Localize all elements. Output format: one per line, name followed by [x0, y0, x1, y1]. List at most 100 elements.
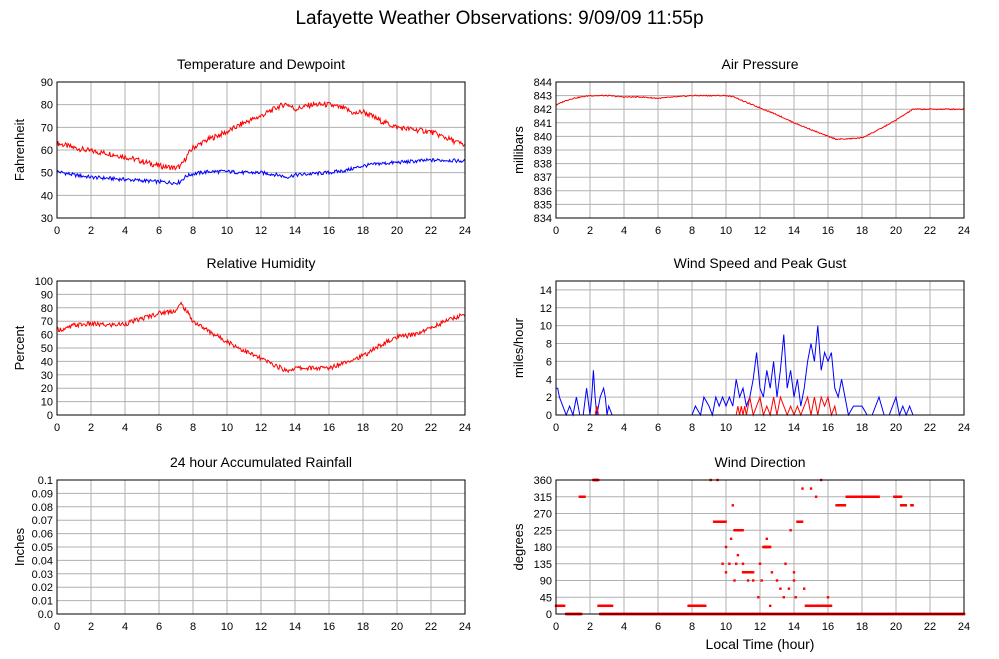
wind-direction-point	[736, 553, 740, 557]
wind-direction-point	[724, 520, 727, 523]
wind-speed-y-tick-label: 12	[540, 303, 552, 315]
temperature-x-tick-label: 24	[459, 225, 471, 237]
wind-direction-x-axis-label: Local Time (hour)	[706, 636, 815, 652]
wind-direction-y-tick-label: 45	[540, 592, 552, 604]
humidity-plot-frame	[56, 280, 466, 416]
wind-direction-point	[724, 545, 728, 549]
rainfall-x-tick-label: 24	[459, 621, 471, 633]
wind-direction-point	[701, 604, 704, 608]
rainfall-y-tick-label: 0.09	[32, 488, 53, 500]
wind-direction-y-tick-label: 90	[540, 576, 552, 588]
wind-speed-x-tick-label: 22	[924, 422, 936, 434]
wind-direction-point	[775, 579, 779, 582]
wind-direction-point	[741, 562, 745, 565]
wind-direction-x-tick-label: 8	[689, 621, 695, 633]
pressure-x-tick-label: 20	[890, 225, 902, 237]
temperature-y-tick-label: 70	[41, 122, 53, 134]
wind-direction-point	[746, 579, 750, 582]
temperature-y-tick-label: 50	[41, 168, 53, 180]
pressure-y-tick-label: 834	[534, 213, 552, 225]
humidity-chart: 0 2 4 6 8 10 12 14 16 18 20 22 240102030405060708090…	[12, 255, 471, 434]
wind-direction-x-tick-label: 24	[958, 621, 970, 633]
temperature-x-tick-label: 14	[289, 225, 301, 237]
pressure-x-tick-label: 16	[822, 225, 834, 237]
temperature-plot-frame	[56, 81, 466, 219]
rainfall-x-tick-label: 8	[190, 621, 196, 633]
wind-speed-y-tick-label: 14	[540, 285, 552, 297]
rainfall-y-tick-label: 0.02	[32, 582, 53, 594]
humidity-y-tick-label: 30	[41, 370, 53, 382]
wind-direction-x-tick-label: 12	[754, 621, 766, 633]
wind-direction-point	[757, 596, 760, 599]
rainfall-x-tick-label: 0	[54, 621, 60, 633]
pressure-y-tick-label: 837	[534, 172, 552, 184]
wind-direction-point	[583, 495, 586, 498]
wind-speed-y-tick-label: 0	[546, 410, 552, 422]
wind-direction-x-tick-label: 20	[890, 621, 902, 633]
rainfall-x-tick-label: 20	[391, 621, 403, 633]
pressure-y-axis-label: millibars	[511, 126, 526, 174]
wind-direction-y-tick-label: 180	[534, 542, 552, 554]
humidity-x-tick-label: 10	[221, 422, 233, 434]
wind-direction-x-tick-label: 4	[621, 621, 627, 633]
wind-direction-point	[809, 487, 813, 490]
wind-speed-plot-frame	[555, 280, 965, 416]
temperature-title: Temperature and Dewpoint	[177, 56, 345, 72]
humidity-y-tick-label: 70	[41, 316, 53, 328]
rainfall-y-tick-label: 0.01	[32, 596, 53, 608]
wind-speed-x-tick-label: 2	[587, 422, 593, 434]
wind-direction-point	[733, 579, 736, 582]
pressure-x-tick-label: 24	[958, 225, 970, 237]
wind-direction-point	[765, 537, 768, 541]
wind-speed-x-tick-label: 14	[788, 422, 800, 434]
wind-direction-point	[690, 604, 694, 608]
humidity-series-line	[56, 301, 466, 374]
humidity-x-tick-label: 14	[289, 422, 301, 434]
wind-direction-x-tick-label: 18	[856, 621, 868, 633]
temperature-y-axis-label: Fahrenheit	[12, 119, 27, 182]
humidity-title: Relative Humidity	[207, 255, 316, 271]
pressure-x-tick-label: 4	[621, 225, 627, 237]
wind-direction-point	[724, 571, 728, 574]
wind-direction-point	[760, 579, 763, 582]
wind-direction-y-tick-label: 0	[546, 609, 552, 621]
humidity-x-tick-label: 20	[391, 422, 403, 434]
wind-direction-point	[843, 504, 847, 507]
rainfall-y-tick-label: 0.06	[32, 529, 53, 541]
rainfall-chart: 0 2 4 6 8 10 12 14 16 18 20 22 240.00.010.020.030.04…	[12, 454, 471, 633]
wind-direction-point	[904, 504, 908, 507]
humidity-y-tick-label: 80	[41, 303, 53, 315]
rainfall-x-tick-label: 12	[255, 621, 267, 633]
main-title: Lafayette Weather Observations: 9/09/09 …	[295, 8, 704, 29]
wind-direction-point	[752, 579, 755, 582]
humidity-y-tick-label: 90	[41, 289, 53, 301]
wind-direction-point	[911, 504, 914, 507]
temperature-y-tick-label: 90	[41, 77, 53, 89]
wind-direction-point	[721, 562, 724, 565]
wind-direction-x-tick-label: 14	[788, 621, 800, 633]
wind-direction-y-tick-label: 270	[534, 509, 552, 521]
pressure-x-tick-label: 10	[720, 225, 732, 237]
wind-direction-chart: 0 2 4 6 8 10 12 14 16 18 20 22 240459013518022527031…	[511, 454, 970, 652]
temperature-x-tick-label: 6	[156, 225, 162, 237]
temperature-x-tick-label: 2	[88, 225, 94, 237]
rainfall-y-tick-label: 0.08	[32, 502, 53, 514]
wind-direction-point	[728, 562, 731, 565]
wind-direction-y-tick-label: 135	[534, 559, 552, 571]
humidity-y-tick-label: 40	[41, 356, 53, 368]
wind-direction-x-tick-label: 2	[587, 621, 593, 633]
rainfall-y-tick-label: 0.03	[32, 569, 53, 581]
wind-speed-x-tick-label: 6	[655, 422, 661, 434]
wind-direction-point	[769, 545, 772, 549]
humidity-x-tick-label: 16	[323, 422, 335, 434]
wind-speed-series-line	[556, 325, 964, 417]
wind-direction-point	[829, 604, 833, 608]
wind-direction-x-tick-label: 6	[655, 621, 661, 633]
wind-direction-point	[814, 495, 818, 498]
humidity-y-tick-label: 60	[41, 330, 53, 342]
pressure-y-tick-label: 842	[534, 104, 552, 116]
wind-speed-y-tick-label: 6	[546, 356, 552, 368]
rainfall-x-tick-label: 18	[357, 621, 369, 633]
humidity-y-tick-label: 50	[41, 343, 53, 355]
wind-speed-x-tick-label: 8	[689, 422, 695, 434]
